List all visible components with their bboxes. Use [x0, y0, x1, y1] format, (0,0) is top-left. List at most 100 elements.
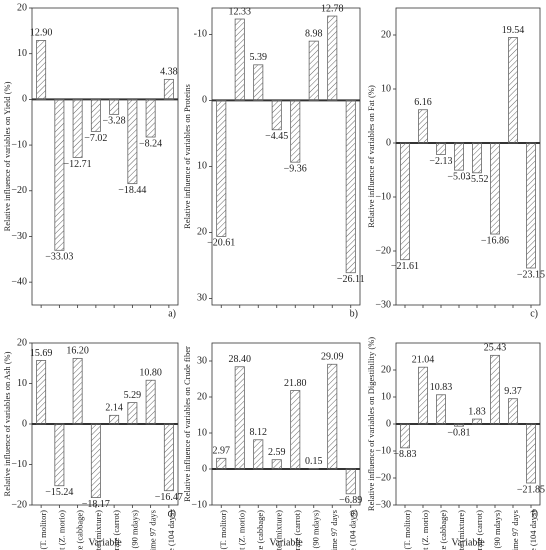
bar — [54, 423, 65, 487]
x-axis-label: Variable — [451, 537, 485, 548]
value-label: 25.43 — [484, 343, 507, 354]
y-tick-label: 0 — [22, 418, 27, 429]
x-tick-label: Time (104 days) — [166, 510, 176, 550]
y-tick-label: 20 — [381, 29, 391, 40]
bar — [36, 40, 47, 100]
y-tick-label: 0 — [202, 463, 207, 474]
y-tick-label: −10 — [191, 499, 207, 510]
value-label: −21.61 — [391, 261, 419, 272]
bar — [253, 64, 264, 101]
x-tick-label: Time (90 mdays) — [311, 510, 321, 550]
bar — [127, 98, 138, 185]
y-axis-label: Relative influence of variables on Ash (… — [2, 351, 12, 496]
y-tick-label: 20 — [197, 391, 207, 402]
value-label: −3.28 — [103, 116, 126, 127]
value-label: −21.85 — [517, 484, 545, 495]
bar — [345, 100, 356, 274]
panel-label: f) — [531, 508, 538, 519]
x-axis-label: Variable — [88, 537, 122, 548]
value-label: 2.14 — [105, 403, 123, 414]
value-label: 0.15 — [305, 456, 323, 467]
x-tick-label: Insect (Z. morio) — [56, 510, 66, 550]
y-tick-label: 30 — [197, 293, 207, 304]
value-label: −33.03 — [45, 252, 73, 263]
value-label: −8.83 — [393, 449, 416, 460]
value-label: 15.69 — [30, 348, 53, 359]
bar — [327, 363, 338, 470]
y-tick-label: −20 — [375, 472, 391, 483]
y-tick-label: −20 — [11, 499, 27, 510]
value-label: −5.52 — [465, 174, 488, 185]
bar — [308, 40, 319, 101]
value-label: 9.37 — [504, 386, 522, 397]
value-label: 10.80 — [139, 368, 162, 379]
bar — [234, 366, 245, 470]
bar — [54, 98, 65, 251]
x-tick-label: Substrate (cabbage) — [255, 510, 265, 550]
x-tick-label: Substrate (mixture) — [274, 510, 284, 550]
value-label: 19.54 — [502, 25, 525, 36]
x-tick-label: Substrate (cabbage) — [438, 510, 448, 550]
y-tick-label: 20 — [197, 227, 207, 238]
x-tick-label: Time 97 days — [510, 510, 520, 550]
value-label: 2.59 — [268, 447, 286, 458]
bar — [271, 100, 282, 131]
bar — [454, 142, 464, 171]
value-label: 6.16 — [414, 97, 432, 108]
value-label: −6.89 — [339, 495, 362, 506]
value-label: 1.83 — [468, 406, 486, 417]
value-label: −16.86 — [481, 235, 509, 246]
y-tick-label: 10 — [381, 391, 391, 402]
y-tick-label: −20 — [375, 245, 391, 256]
x-tick-label: Insect (Z. morio) — [420, 510, 430, 550]
value-label: 16.20 — [66, 346, 89, 357]
bar — [490, 142, 500, 235]
y-tick-label: −10 — [11, 139, 27, 150]
bar — [109, 414, 120, 425]
y-axis-label: Relative influence of variables on Fat (… — [366, 85, 376, 228]
value-label: −15.24 — [45, 487, 73, 498]
y-tick-label: 10 — [17, 48, 27, 59]
bar — [163, 78, 174, 100]
value-label: −20.61 — [207, 238, 235, 249]
x-tick-label: Insect (T. molitor) — [402, 510, 412, 550]
value-label: 4.38 — [160, 67, 178, 78]
bar — [436, 394, 446, 425]
value-label: −23.15 — [517, 269, 545, 280]
value-label: 5.39 — [250, 52, 268, 63]
x-tick-label: Time (104 days) — [348, 510, 358, 550]
x-tick-label: Substrate (carrot) — [474, 510, 484, 550]
value-label: 21.04 — [412, 354, 435, 365]
y-tick-label: 0 — [22, 94, 27, 105]
bar — [109, 98, 120, 115]
y-tick-label: 10 — [197, 427, 207, 438]
bar — [418, 109, 428, 144]
y-tick-label: −20 — [11, 185, 27, 196]
bar — [436, 142, 446, 155]
x-tick-label: Time 97 days — [148, 510, 158, 550]
x-tick-label: Insect (T. molitor) — [218, 510, 228, 550]
x-tick-label: Substrate (mixture) — [456, 510, 466, 550]
value-label: 12.78 — [321, 3, 344, 14]
y-tick-label: −10 — [375, 191, 391, 202]
value-label: −0.81 — [447, 427, 470, 438]
panel-label: b) — [350, 308, 358, 319]
bar — [327, 15, 338, 101]
y-tick-label: 0 — [386, 137, 391, 148]
bar — [216, 100, 227, 237]
value-label: −4.45 — [265, 131, 288, 142]
bar — [472, 418, 482, 425]
panel-label: e) — [350, 508, 358, 519]
bar — [145, 379, 156, 425]
bar — [72, 357, 83, 425]
y-tick-label: −30 — [11, 231, 27, 242]
y-axis-label: Relative influence of variables on Yield… — [2, 81, 12, 231]
y-axis-label: Relative influence of variables on Diges… — [366, 337, 376, 511]
value-label: −2.13 — [429, 156, 452, 167]
plot-frame — [31, 7, 179, 306]
y-tick-label: -10 — [194, 29, 207, 40]
value-label: 28.40 — [229, 354, 252, 365]
y-axis-label: Relative influence of variables on Prote… — [182, 84, 192, 229]
bar — [418, 366, 428, 425]
y-tick-label: 0 — [386, 418, 391, 429]
